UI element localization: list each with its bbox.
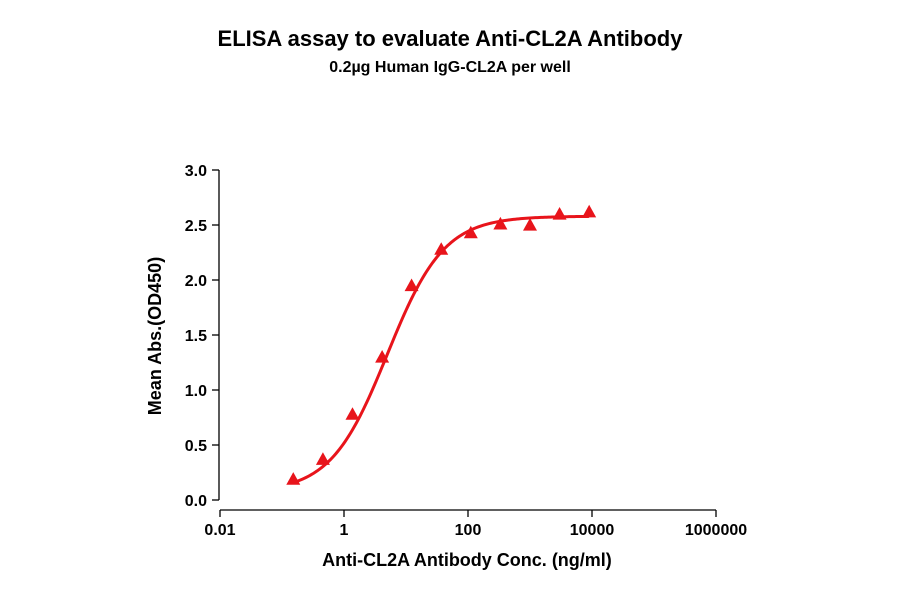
y-axis-label: Mean Abs.(OD450) [145, 257, 165, 415]
x-tick-label: 0.01 [204, 522, 235, 539]
y-tick-label: 1.5 [185, 328, 207, 345]
x-tick-label: 100 [455, 522, 482, 539]
x-tick-label: 10000 [570, 522, 615, 539]
data-point [582, 204, 597, 218]
chart-title: ELISA assay to evaluate Anti-CL2A Antibo… [217, 26, 683, 51]
data-point [434, 242, 449, 255]
y-tick-label: 2.5 [185, 218, 207, 235]
data-point [523, 218, 537, 231]
data-point [286, 472, 301, 485]
x-tick-label: 1000000 [685, 522, 747, 539]
y-tick-label: 3.0 [185, 163, 207, 180]
y-tick-label: 0.5 [185, 438, 207, 455]
data-point [552, 207, 567, 220]
data-point [315, 452, 330, 465]
x-tick-label: 1 [340, 522, 349, 539]
y-tick-label: 1.0 [185, 383, 207, 400]
y-tick-label: 0.0 [185, 493, 207, 510]
y-tick-label: 2.0 [185, 273, 207, 290]
data-point [493, 216, 508, 230]
data-point [463, 225, 478, 239]
data-point [345, 407, 360, 420]
fit-curve [292, 214, 590, 485]
data-point [375, 350, 390, 363]
data-point [404, 278, 419, 292]
chart-subtitle: 0.2µg Human IgG-CL2A per well [329, 59, 571, 76]
x-axis-label: Anti-CL2A Antibody Conc. (ng/ml) [322, 550, 612, 570]
